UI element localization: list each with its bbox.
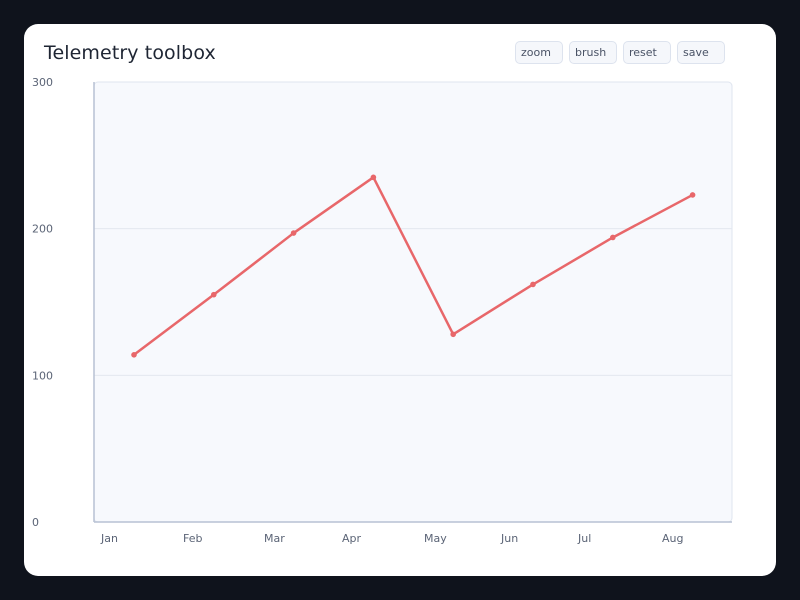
x-tick-label: Jul <box>577 532 591 545</box>
page-title: Telemetry toolbox <box>44 42 216 64</box>
y-tick-label: 200 <box>32 223 53 236</box>
brush-button[interactable]: brush <box>569 41 617 64</box>
toolbar: zoom brush reset save <box>515 41 725 64</box>
y-tick-label: 0 <box>32 516 39 529</box>
data-point[interactable] <box>211 291 217 298</box>
x-tick-label: May <box>424 532 447 545</box>
x-tick-label: Apr <box>342 532 362 545</box>
data-point[interactable] <box>370 174 377 181</box>
data-point[interactable] <box>450 331 457 338</box>
x-tick-label: Mar <box>264 532 285 545</box>
data-point[interactable] <box>530 281 536 288</box>
reset-button[interactable]: reset <box>623 41 671 64</box>
x-tick-label: Jun <box>500 532 518 545</box>
data-point[interactable] <box>689 192 696 198</box>
data-point[interactable] <box>131 352 137 358</box>
save-button[interactable]: save <box>677 41 725 64</box>
series-line <box>132 176 694 357</box>
data-point[interactable] <box>610 234 616 241</box>
zoom-button[interactable]: zoom <box>515 41 563 64</box>
x-tick-label: Aug <box>662 532 683 545</box>
plot-area <box>93 81 733 523</box>
y-tick-label: 300 <box>32 76 53 89</box>
y-tick-label: 100 <box>32 369 53 382</box>
data-point[interactable] <box>290 230 297 236</box>
x-tick-label: Jan <box>100 532 118 545</box>
line-chart[interactable]: 0 100 200 300 Jan Feb Mar Apr May Jun Jul Aug <box>24 24 776 576</box>
chart-card: Telemetry toolbox zoom brush reset save … <box>24 24 776 576</box>
x-tick-label: Feb <box>183 532 202 545</box>
